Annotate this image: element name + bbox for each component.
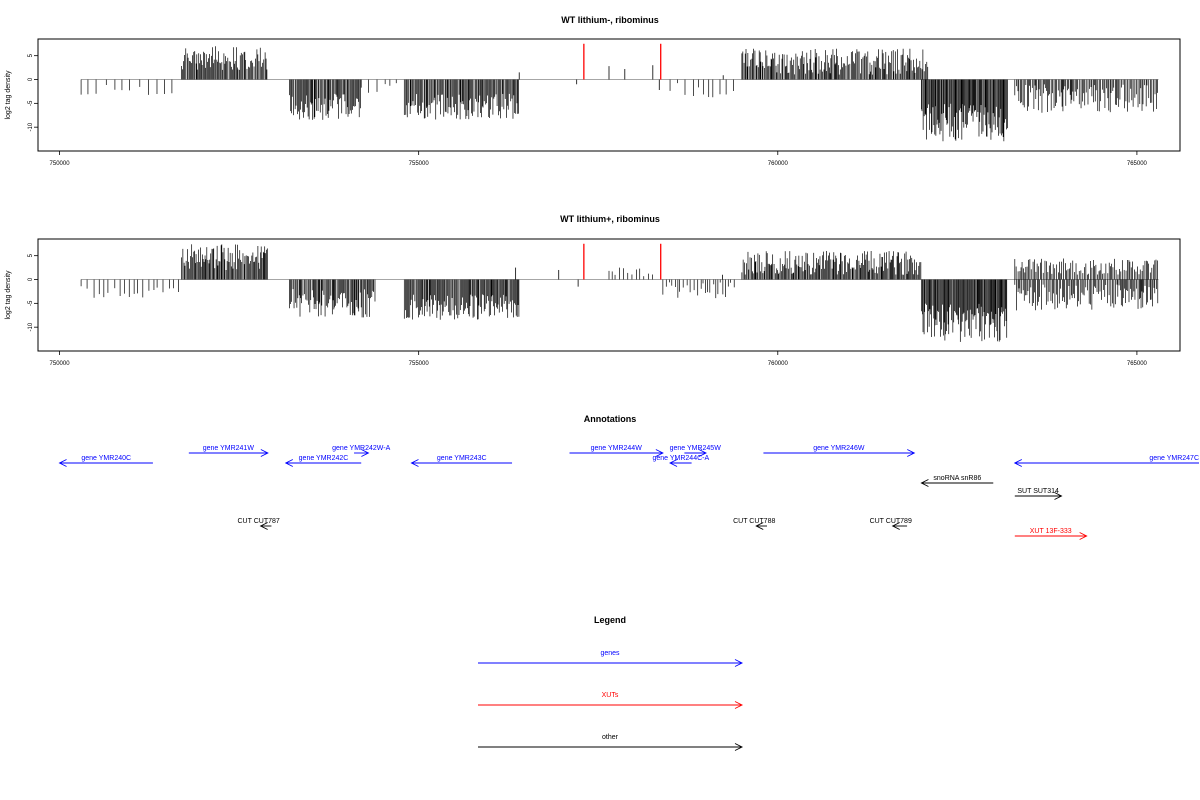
legend-arrowhead	[734, 701, 744, 709]
x-tick-label: 765000	[1127, 361, 1148, 367]
annotation-feature: CUT CUT787	[238, 518, 280, 530]
x-tick-label: 765000	[1127, 161, 1148, 167]
y-tick-label: 5	[28, 53, 34, 57]
annotation-feature: gene YMR247C	[1013, 455, 1199, 467]
annotation-feature: SUT SUT314	[1014, 488, 1063, 500]
legend-label: XUTs	[602, 692, 619, 699]
y-tick-label: -5	[28, 300, 34, 306]
y-tick-label: -10	[28, 122, 34, 131]
annotation-feature: CUT CUT788	[733, 518, 775, 530]
chart-panel-lithium-plus: WT lithium+, ribominus log2 tag density …	[5, 214, 1181, 367]
feature-arrowhead	[698, 449, 707, 457]
annotation-feature: gene YMR246W	[763, 445, 916, 457]
feature-label: XUT 13F-333	[1030, 528, 1072, 535]
feature-arrowhead	[259, 522, 268, 530]
annotation-feature: gene YMR240C	[58, 455, 153, 467]
feature-arrowhead	[1079, 532, 1088, 540]
feature-arrowhead	[1013, 459, 1023, 467]
feature-label: gene YMR241W	[203, 445, 255, 452]
feature-arrowhead	[260, 449, 269, 457]
feature-label: gene YMR246W	[813, 445, 865, 452]
axes: 5 0 -5 -10 750000 755000 760000 765000	[28, 253, 1148, 367]
annotation-feature: gene YMR242C	[284, 455, 362, 467]
x-tick-label: 760000	[768, 161, 789, 167]
feature-label: snoRNA snR86	[933, 475, 981, 482]
legend-arrowhead	[734, 743, 744, 751]
feature-arrowhead	[361, 449, 370, 457]
feature-arrowhead	[410, 459, 419, 467]
annotation-feature: XUT 13F-333	[1014, 528, 1088, 540]
feature-label: gene YMR240C	[81, 455, 131, 462]
annotations-title: Annotations	[584, 414, 637, 424]
legend-arrowhead	[734, 659, 744, 667]
annotation-feature: gene YMR241W	[188, 445, 269, 457]
feature-arrowhead	[655, 449, 664, 457]
y-axis-label: log2 tag density	[5, 70, 12, 120]
feature-label: gene YMR244W	[591, 445, 643, 452]
feature-arrowhead	[755, 522, 764, 530]
feature-label: SUT SUT314	[1017, 488, 1059, 495]
legend-entries: genes XUTs other	[478, 650, 744, 751]
feature-arrowhead	[891, 522, 900, 530]
y-tick-label: -5	[28, 100, 34, 106]
feature-arrowhead	[920, 479, 929, 487]
x-tick-label: 750000	[50, 361, 71, 367]
feature-label: CUT CUT787	[238, 518, 280, 525]
feature-arrowhead	[58, 459, 67, 467]
chart-panel-lithium-minus: WT lithium-, ribominus log2 tag density …	[5, 15, 1181, 167]
annotation-feature: gene YMR244C-A	[652, 455, 709, 467]
axes: 5 0 -5 -10 750000 755000 760000 765000	[28, 53, 1148, 167]
x-tick-label: 760000	[768, 361, 789, 367]
feature-label: CUT CUT789	[870, 518, 912, 525]
annotation-features: gene YMR240C gene YMR241W gene YMR242C gene…	[58, 445, 1199, 540]
chart-title: WT lithium+, ribominus	[560, 214, 660, 224]
feature-label: gene YMR243C	[437, 455, 487, 462]
feature-label: gene YMR247C	[1149, 455, 1199, 462]
legend-entry: XUTs	[478, 692, 744, 709]
feature-label: gene YMR242W-A	[332, 445, 390, 452]
annotation-feature: snoRNA snR86	[920, 475, 994, 487]
feature-label: gene YMR245W	[670, 445, 722, 452]
legend-entry: genes	[478, 650, 744, 667]
y-tick-label: 5	[28, 253, 34, 257]
feature-label: gene YMR244C-A	[652, 455, 709, 462]
chart-title: WT lithium-, ribominus	[561, 15, 659, 25]
feature-arrowhead	[669, 459, 678, 467]
feature-arrowhead	[284, 459, 293, 467]
legend-label: other	[602, 734, 619, 741]
annotation-feature: gene YMR245W	[670, 445, 722, 457]
legend-title: Legend	[594, 615, 626, 625]
feature-label: gene YMR242C	[299, 455, 349, 462]
legend-label: genes	[600, 650, 620, 657]
annotation-feature: gene YMR244W	[569, 445, 664, 457]
plot-frame	[37, 238, 1181, 352]
feature-label: CUT CUT788	[733, 518, 775, 525]
plot-frame	[37, 38, 1181, 152]
y-axis-label: log2 tag density	[5, 270, 12, 320]
y-tick-label: 0	[28, 277, 34, 281]
x-tick-label: 755000	[409, 361, 430, 367]
y-tick-label: 0	[28, 77, 34, 81]
bar-group	[80, 243, 1159, 342]
legend: Legend genes XUTs other	[478, 615, 744, 751]
annotation-feature: CUT CUT789	[870, 518, 912, 530]
feature-arrowhead	[907, 449, 916, 457]
x-tick-label: 755000	[409, 161, 430, 167]
annotation-feature: gene YMR243C	[410, 455, 513, 467]
bar-group	[80, 43, 1159, 142]
annotation-feature: gene YMR242W-A	[332, 445, 391, 457]
y-tick-label: -10	[28, 322, 34, 331]
feature-arrowhead	[1054, 492, 1063, 500]
legend-entry: other	[478, 734, 744, 751]
x-tick-label: 750000	[50, 161, 71, 167]
